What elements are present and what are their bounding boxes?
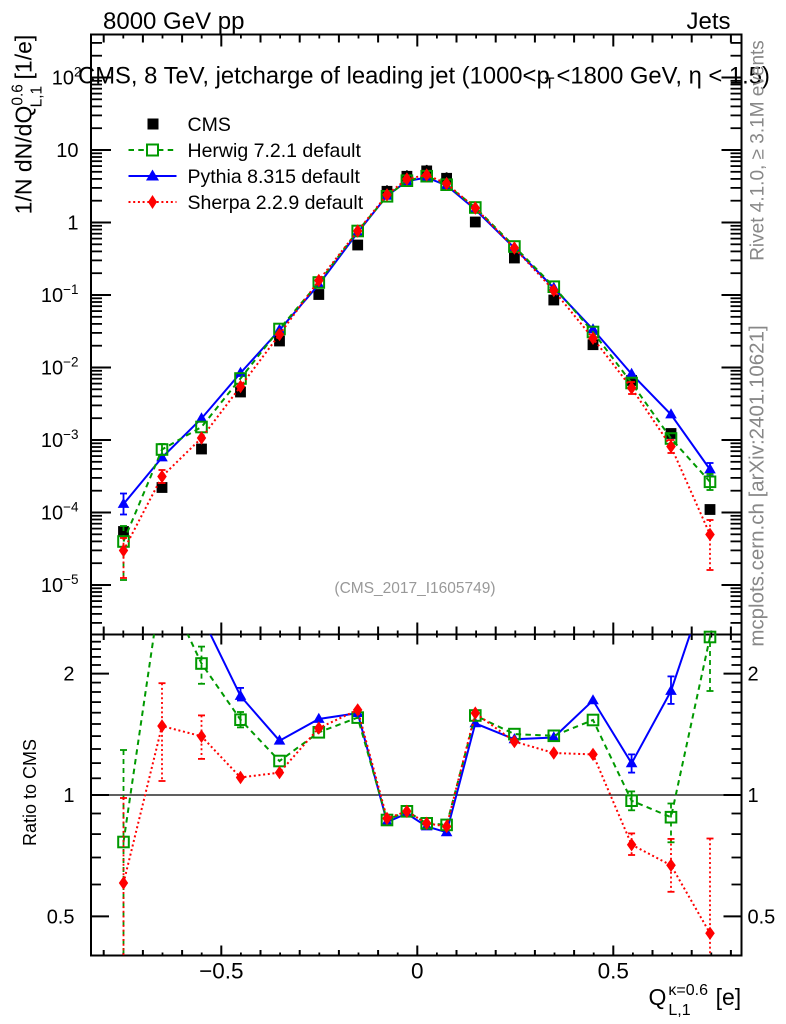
- svg-text:0: 0: [411, 959, 424, 984]
- svg-text:0.5: 0.5: [598, 959, 629, 984]
- svg-text:Ratio to CMS: Ratio to CMS: [20, 739, 40, 846]
- svg-text:CMS: CMS: [188, 114, 231, 136]
- svg-text:2: 2: [748, 664, 759, 686]
- svg-text:8000 GeV pp: 8000 GeV pp: [103, 8, 244, 35]
- svg-text:Jets: Jets: [686, 8, 730, 35]
- svg-text:10: 10: [56, 140, 78, 162]
- svg-text:1: 1: [748, 785, 759, 807]
- svg-text:Herwig 7.2.1 default: Herwig 7.2.1 default: [188, 140, 362, 162]
- svg-text:Pythia 8.315 default: Pythia 8.315 default: [188, 166, 361, 188]
- svg-text:Sherpa 2.2.9 default: Sherpa 2.2.9 default: [188, 192, 364, 214]
- svg-text:mcplots.cern.ch [arXiv:2401.10: mcplots.cern.ch [arXiv:2401.10621]: [746, 325, 769, 646]
- svg-text:10−1: 10−1: [41, 282, 79, 307]
- svg-text:10−4: 10−4: [41, 500, 79, 525]
- svg-text:CMS, 8 TeV, jetcharge of leadi: CMS, 8 TeV, jetcharge of leading jet (10…: [78, 63, 770, 93]
- svg-text:0.5: 0.5: [47, 906, 75, 928]
- svg-text:0.5: 0.5: [748, 906, 776, 928]
- svg-text:1: 1: [67, 213, 78, 235]
- svg-text:−0.5: −0.5: [199, 959, 243, 984]
- svg-text:2: 2: [63, 664, 74, 686]
- svg-text:1: 1: [63, 785, 74, 807]
- svg-text:Rivet 4.1.0, ≥ 3.1M events: Rivet 4.1.0, ≥ 3.1M events: [748, 40, 769, 261]
- svg-text:(CMS_2017_I1605749): (CMS_2017_I1605749): [334, 580, 495, 597]
